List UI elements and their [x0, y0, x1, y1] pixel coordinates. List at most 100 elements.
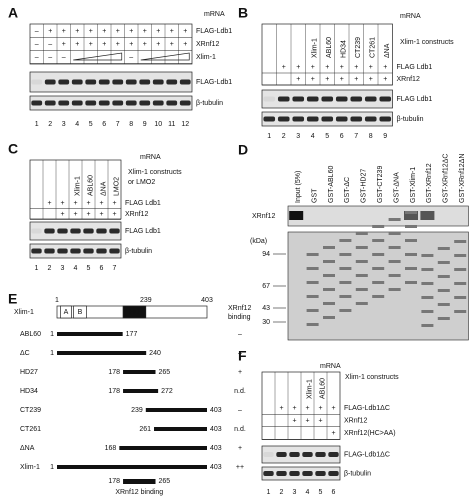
column-label: ΔNA: [100, 181, 107, 196]
sign: +: [292, 405, 296, 412]
lane-number: 3: [296, 133, 300, 140]
sign: +: [86, 200, 90, 207]
lane-number: 5: [89, 121, 93, 128]
band: [71, 79, 83, 85]
construct-bar: [57, 465, 207, 469]
band: [404, 211, 418, 220]
gel-band: [339, 281, 352, 284]
sign: +: [305, 417, 309, 424]
band: [302, 471, 313, 476]
column-label: Input (5%): [295, 171, 302, 203]
binding-header: XRnf12: [228, 305, 251, 312]
gel-band: [405, 211, 417, 214]
residue: 261: [139, 426, 151, 433]
band: [364, 96, 377, 102]
gel-band: [388, 246, 401, 249]
band: [379, 116, 392, 122]
construct-bar: [123, 370, 156, 374]
gel-band: [323, 274, 335, 277]
mrna-header: mRNA: [204, 11, 225, 18]
lane-number: 10: [154, 121, 162, 128]
gel-band: [421, 282, 434, 285]
residue: 178: [108, 478, 120, 485]
sign: +: [383, 64, 387, 71]
domain-label: B: [78, 309, 83, 316]
gel-band: [323, 316, 335, 319]
residue: 239: [140, 297, 152, 304]
column-label: CT261: [370, 37, 377, 58]
band: [335, 96, 348, 102]
blot: [261, 445, 341, 464]
lane-number: 4: [74, 265, 78, 272]
sign: +: [170, 28, 174, 35]
sign: +: [383, 76, 387, 83]
lane-number: 1: [35, 121, 39, 128]
column-label: GST-XRnf12ΔN: [459, 154, 466, 203]
sign: +: [282, 64, 286, 71]
sign: +: [143, 41, 147, 48]
band: [58, 100, 70, 106]
panel-label: A: [8, 5, 18, 21]
band: [96, 248, 107, 254]
gel-band: [454, 282, 467, 285]
residue: 1: [50, 331, 54, 338]
gel-band: [372, 295, 385, 298]
construct-name: ΔC: [20, 350, 30, 357]
sign: +: [156, 28, 160, 35]
wedge: [140, 52, 190, 61]
residue: 177: [126, 331, 138, 338]
sign: +: [296, 76, 300, 83]
column-label: GST-Xlim-1: [410, 167, 417, 203]
gel-band: [454, 254, 467, 257]
band: [292, 96, 305, 102]
band: [306, 96, 319, 102]
column-label: GST-ΔC: [344, 177, 351, 203]
row-label: XRnf12(HC>AA): [344, 430, 396, 437]
panel-label: E: [8, 291, 17, 307]
sign: +: [116, 28, 120, 35]
band: [44, 100, 56, 106]
sign-grid: [29, 159, 122, 220]
sign: +: [112, 211, 116, 218]
sign: +: [73, 211, 77, 218]
lane-number: 2: [48, 121, 52, 128]
band: [98, 100, 110, 106]
residue: 178: [108, 388, 120, 395]
residue: 1: [50, 350, 54, 357]
residue: 168: [105, 445, 117, 452]
band: [83, 248, 94, 254]
sign: +: [354, 76, 358, 83]
gel-band: [339, 267, 352, 270]
marker-label: 94: [262, 251, 270, 258]
band: [96, 228, 107, 234]
blot-label: FLAG-Ldb1ΔC: [344, 451, 390, 458]
gel-band: [306, 323, 319, 326]
lane-number: 9: [143, 121, 147, 128]
gel-band: [454, 268, 467, 271]
gel-band: [355, 274, 368, 277]
lane-number: 12: [181, 121, 189, 128]
column-label: HD34: [341, 40, 348, 58]
lane-number: 2: [48, 265, 52, 272]
band: [350, 96, 363, 102]
band: [139, 100, 151, 106]
sign: –: [35, 54, 39, 61]
band: [112, 100, 124, 106]
lane-number: 2: [282, 133, 286, 140]
gel-band: [454, 310, 467, 313]
gel-band: [355, 260, 368, 263]
band: [57, 248, 68, 254]
band: [292, 116, 305, 122]
gel-band: [421, 268, 434, 271]
band: [166, 100, 178, 106]
band: [70, 248, 81, 254]
gel-band: [421, 254, 434, 257]
lane-number: 3: [293, 489, 297, 496]
residue: 265: [159, 369, 171, 376]
gel-band: [454, 240, 467, 243]
unit-label: (kDa): [250, 238, 267, 245]
marker-label: 30: [262, 319, 270, 326]
sign: +: [156, 41, 160, 48]
construct-name: HD34: [20, 388, 38, 395]
